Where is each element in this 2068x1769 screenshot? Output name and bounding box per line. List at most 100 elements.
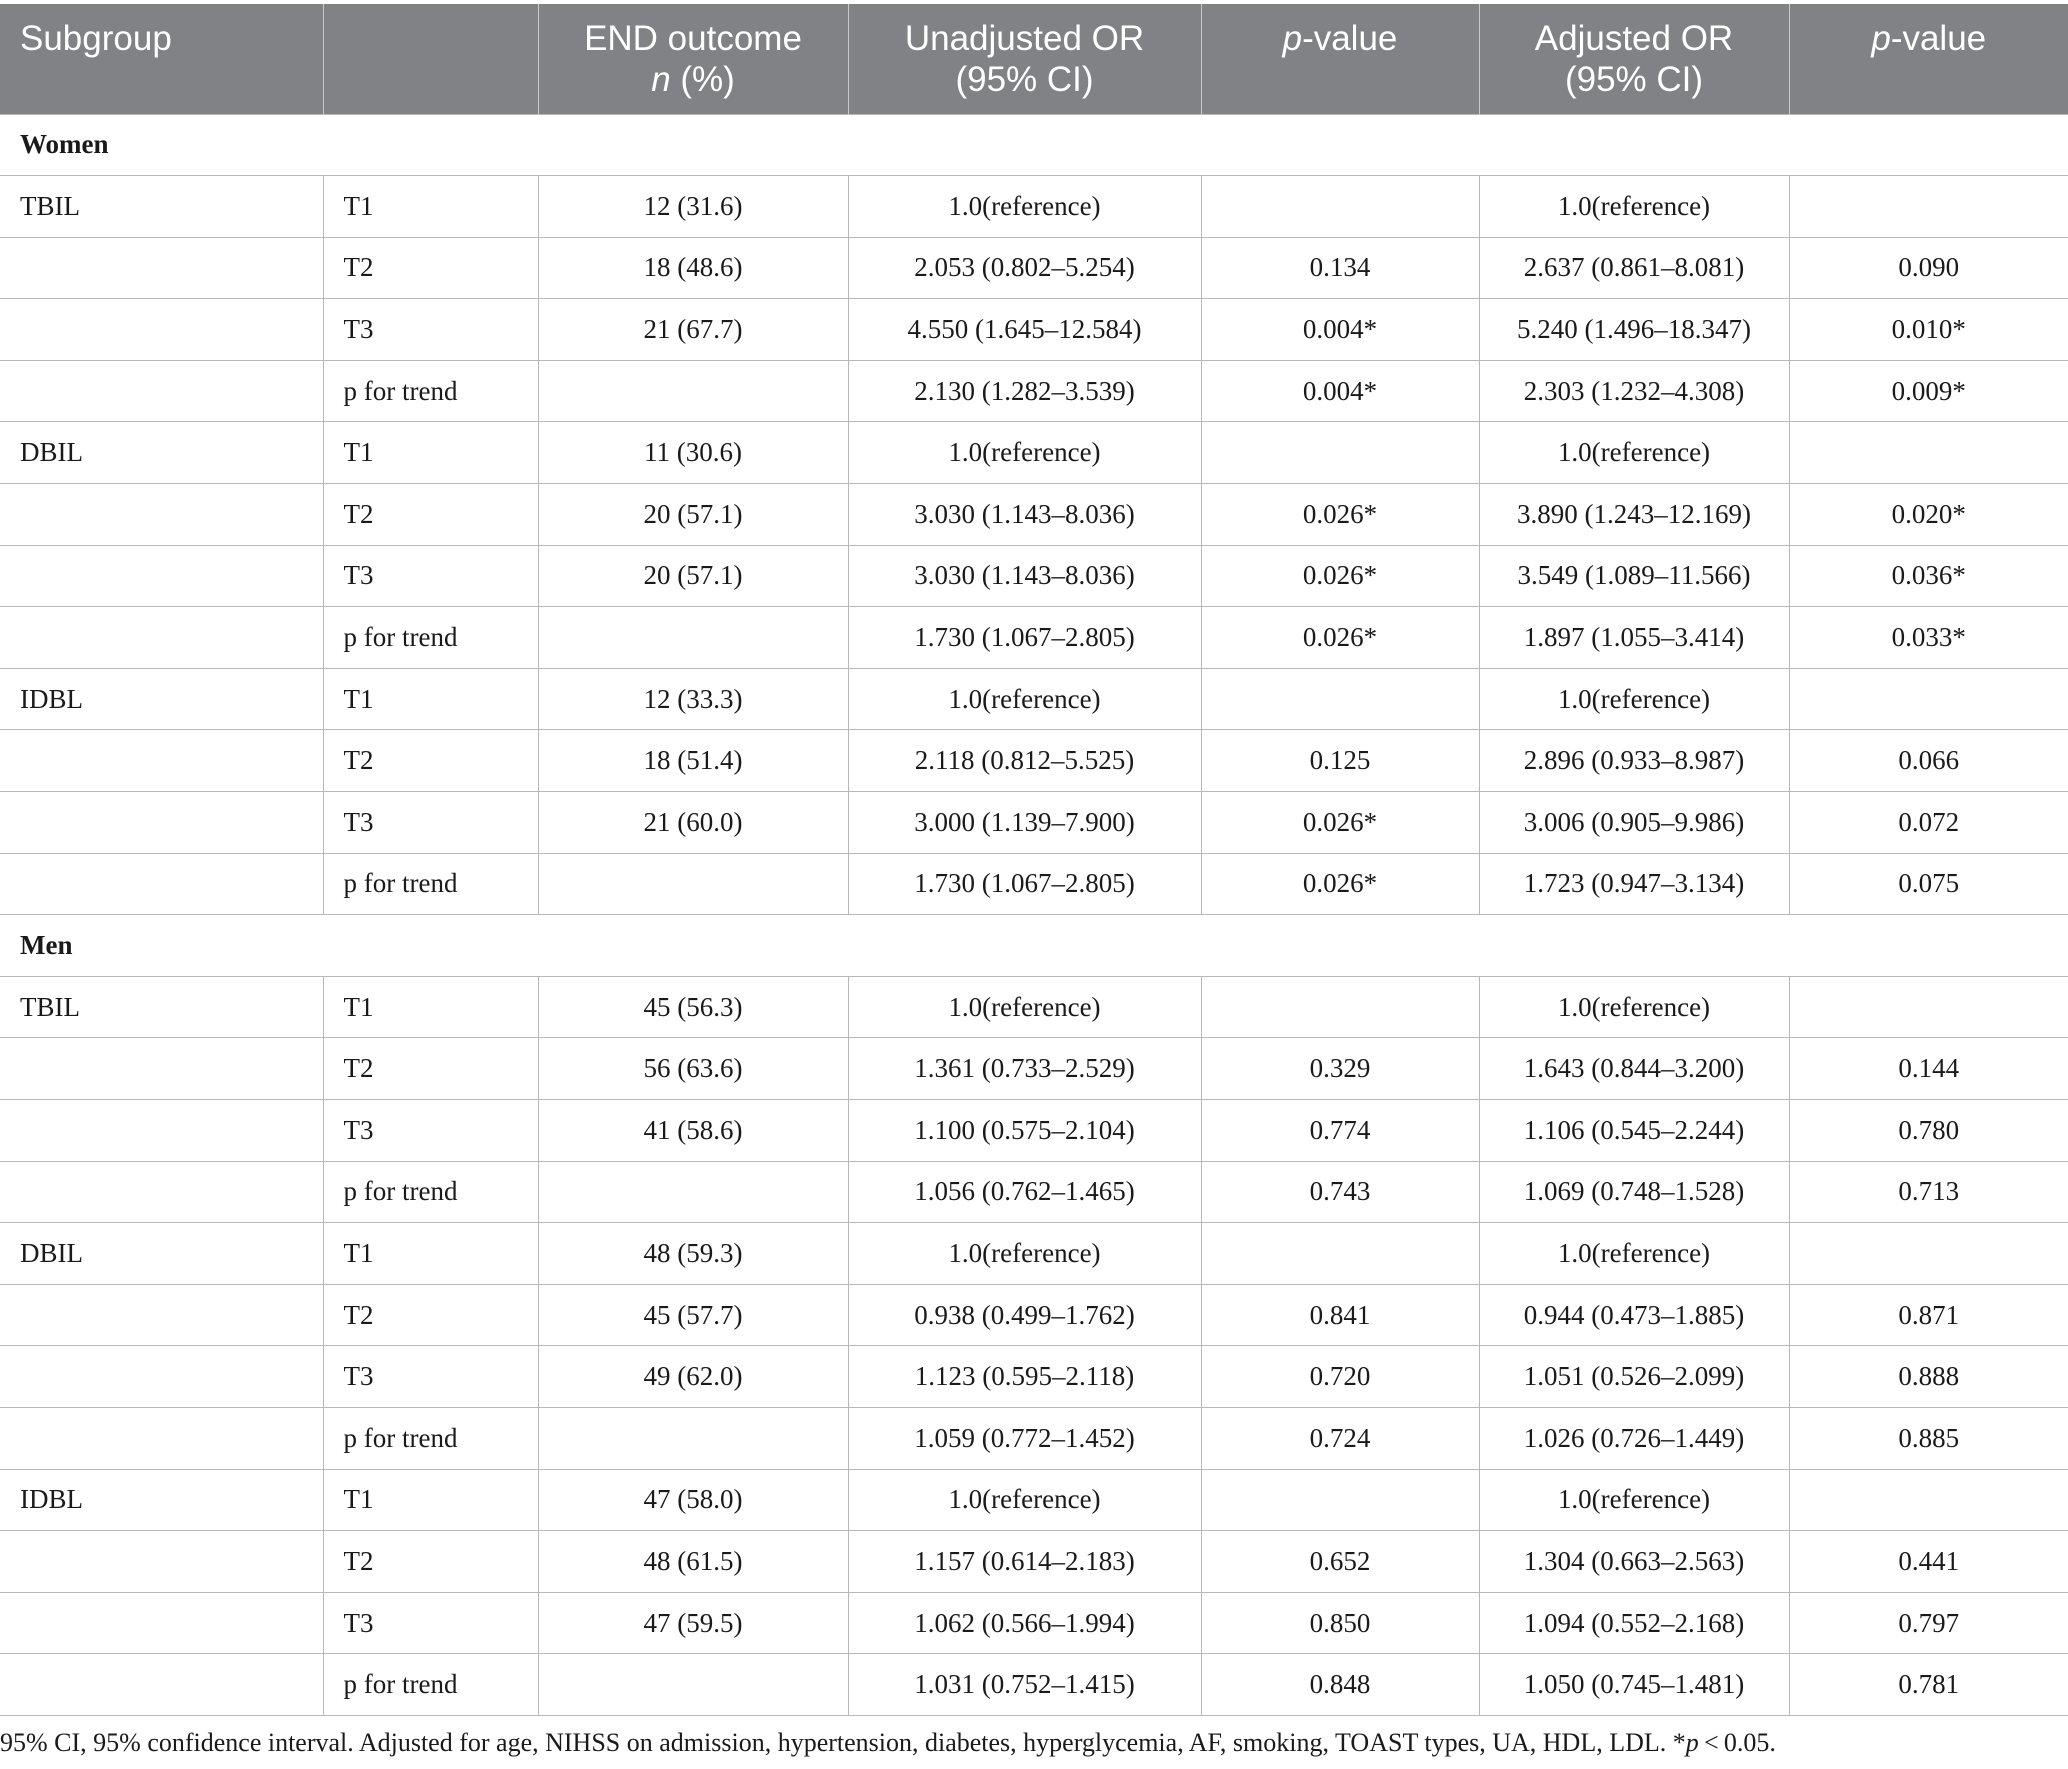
level-cell: T2 bbox=[322, 1283, 538, 1346]
unadjusted-p-cell: 0.850 bbox=[1200, 1591, 1479, 1654]
end-outcome-cell: 56 (63.6) bbox=[537, 1037, 848, 1100]
adjusted-or-cell: 5.240 (1.496–18.347) bbox=[1478, 298, 1789, 361]
subgroup-cell bbox=[0, 483, 323, 546]
adjusted-p-cell bbox=[1788, 667, 2068, 730]
subgroup-cell: TBIL bbox=[0, 975, 323, 1038]
unadjusted-or-cell: 1.730 (1.067–2.805) bbox=[847, 852, 1201, 915]
unadjusted-p-cell bbox=[1200, 975, 1479, 1038]
end-outcome-cell: 21 (67.7) bbox=[537, 298, 848, 361]
level-cell: T3 bbox=[322, 1345, 538, 1408]
adjusted-p-cell: 0.441 bbox=[1788, 1530, 2068, 1593]
end-outcome-cell: 20 (57.1) bbox=[537, 544, 848, 607]
header-adjusted-or: Adjusted OR (95% CI) bbox=[1478, 4, 1789, 114]
subgroup-cell bbox=[0, 1037, 323, 1100]
end-outcome-cell: 48 (61.5) bbox=[537, 1530, 848, 1593]
header-unadjusted-line2: (95% CI) bbox=[955, 60, 1094, 99]
table-row: T3 47 (59.5) 1.062 (0.566–1.994) 0.850 1.094… bbox=[0, 1591, 2068, 1654]
unadjusted-or-cell: 1.0(reference) bbox=[847, 975, 1201, 1038]
header-unadjusted-or: Unadjusted OR (95% CI) bbox=[847, 4, 1201, 114]
header-end-outcome-pct: (%) bbox=[670, 60, 735, 99]
end-outcome-cell bbox=[537, 606, 848, 669]
header-subgroup: Subgroup bbox=[0, 4, 323, 114]
subgroup-cell bbox=[0, 1591, 323, 1654]
adjusted-p-cell bbox=[1788, 1468, 2068, 1531]
subgroup-cell bbox=[0, 236, 323, 299]
adjusted-or-cell: 1.643 (0.844–3.200) bbox=[1478, 1037, 1789, 1100]
adjusted-or-cell: 2.637 (0.861–8.081) bbox=[1478, 236, 1789, 299]
level-cell: T3 bbox=[322, 791, 538, 854]
adjusted-p-cell: 0.713 bbox=[1788, 1160, 2068, 1223]
subgroup-cell: DBIL bbox=[0, 1222, 323, 1285]
subgroup-cell bbox=[0, 298, 323, 361]
unadjusted-or-cell: 1.730 (1.067–2.805) bbox=[847, 606, 1201, 669]
adjusted-or-cell: 1.0(reference) bbox=[1478, 667, 1789, 730]
unadjusted-or-cell: 2.118 (0.812–5.525) bbox=[847, 729, 1201, 792]
unadjusted-p-cell: 0.026* bbox=[1200, 544, 1479, 607]
level-cell: T1 bbox=[322, 667, 538, 730]
unadjusted-p-cell: 0.652 bbox=[1200, 1530, 1479, 1593]
adjusted-or-cell: 1.026 (0.726–1.449) bbox=[1478, 1406, 1789, 1470]
header-p1-italic: p bbox=[1282, 19, 1303, 58]
unadjusted-or-cell: 2.130 (1.282–3.539) bbox=[847, 359, 1201, 422]
table-row: p for trend 1.730 (1.067–2.805) 0.026* 1.89… bbox=[0, 606, 2068, 669]
adjusted-p-cell: 0.780 bbox=[1788, 1099, 2068, 1162]
subgroup-cell: IDBL bbox=[0, 1468, 323, 1531]
adjusted-p-cell: 0.144 bbox=[1788, 1037, 2068, 1100]
table-row: p for trend 1.059 (0.772–1.452) 0.724 1.026… bbox=[0, 1406, 2068, 1470]
level-cell: T2 bbox=[322, 483, 538, 546]
adjusted-p-cell bbox=[1788, 421, 2068, 484]
header-end-outcome: END outcome n (%) bbox=[537, 4, 848, 114]
adjusted-p-cell: 0.075 bbox=[1788, 852, 2068, 915]
adjusted-p-cell: 0.090 bbox=[1788, 236, 2068, 299]
adjusted-or-cell: 1.0(reference) bbox=[1478, 421, 1789, 484]
end-outcome-cell: 45 (56.3) bbox=[537, 975, 848, 1038]
adjusted-or-cell: 1.897 (1.055–3.414) bbox=[1478, 606, 1789, 669]
end-outcome-cell: 41 (58.6) bbox=[537, 1099, 848, 1162]
adjusted-or-cell: 1.051 (0.526–2.099) bbox=[1478, 1345, 1789, 1408]
unadjusted-or-cell: 1.0(reference) bbox=[847, 667, 1201, 730]
end-outcome-cell bbox=[537, 852, 848, 915]
table-row: p for trend 1.730 (1.067–2.805) 0.026* 1.72… bbox=[0, 852, 2068, 915]
subgroup-cell: TBIL bbox=[0, 175, 323, 238]
subgroup-cell bbox=[0, 1530, 323, 1593]
unadjusted-p-cell: 0.026* bbox=[1200, 791, 1479, 854]
level-cell: T1 bbox=[322, 1222, 538, 1285]
header-end-outcome-n: n bbox=[651, 60, 671, 99]
adjusted-or-cell: 3.006 (0.905–9.986) bbox=[1478, 791, 1789, 854]
end-outcome-cell: 47 (58.0) bbox=[537, 1468, 848, 1531]
subgroup-cell bbox=[0, 791, 323, 854]
adjusted-or-cell: 2.303 (1.232–4.308) bbox=[1478, 359, 1789, 422]
end-outcome-cell: 21 (60.0) bbox=[537, 791, 848, 854]
unadjusted-or-cell: 1.059 (0.772–1.452) bbox=[847, 1406, 1201, 1470]
unadjusted-p-cell bbox=[1200, 1222, 1479, 1285]
unadjusted-or-cell: 1.123 (0.595–2.118) bbox=[847, 1345, 1201, 1408]
adjusted-p-cell: 0.020* bbox=[1788, 483, 2068, 546]
unadjusted-p-cell bbox=[1200, 667, 1479, 730]
subgroup-cell bbox=[0, 1653, 323, 1716]
level-cell: T1 bbox=[322, 1468, 538, 1531]
unadjusted-or-cell: 4.550 (1.645–12.584) bbox=[847, 298, 1201, 361]
unadjusted-p-cell: 0.743 bbox=[1200, 1160, 1479, 1223]
level-cell: T2 bbox=[322, 1037, 538, 1100]
table-row: IDBL T1 12 (33.3) 1.0(reference) 1.0(referen… bbox=[0, 667, 2068, 730]
end-outcome-cell: 12 (33.3) bbox=[537, 667, 848, 730]
unadjusted-p-cell: 0.774 bbox=[1200, 1099, 1479, 1162]
unadjusted-or-cell: 3.000 (1.139–7.900) bbox=[847, 791, 1201, 854]
adjusted-p-cell bbox=[1788, 975, 2068, 1038]
header-adjusted-line1: Adjusted OR bbox=[1534, 19, 1734, 58]
subgroup-cell bbox=[0, 1283, 323, 1346]
footnote-p-italic: p bbox=[1685, 1728, 1699, 1757]
end-outcome-cell: 45 (57.7) bbox=[537, 1283, 848, 1346]
subgroup-cell: DBIL bbox=[0, 421, 323, 484]
table-row: TBIL T1 12 (31.6) 1.0(reference) 1.0(referen… bbox=[0, 175, 2068, 238]
table-row: p for trend 1.031 (0.752–1.415) 0.848 1.050… bbox=[0, 1653, 2068, 1716]
level-cell: T3 bbox=[322, 1591, 538, 1654]
adjusted-or-cell: 1.304 (0.663–2.563) bbox=[1478, 1530, 1789, 1593]
unadjusted-p-cell: 0.004* bbox=[1200, 298, 1479, 361]
unadjusted-or-cell: 1.157 (0.614–2.183) bbox=[847, 1530, 1201, 1593]
level-cell: T3 bbox=[322, 544, 538, 607]
unadjusted-p-cell: 0.848 bbox=[1200, 1653, 1479, 1716]
subgroup-cell bbox=[0, 852, 323, 915]
unadjusted-p-cell: 0.134 bbox=[1200, 236, 1479, 299]
unadjusted-or-cell: 1.361 (0.733–2.529) bbox=[847, 1037, 1201, 1100]
